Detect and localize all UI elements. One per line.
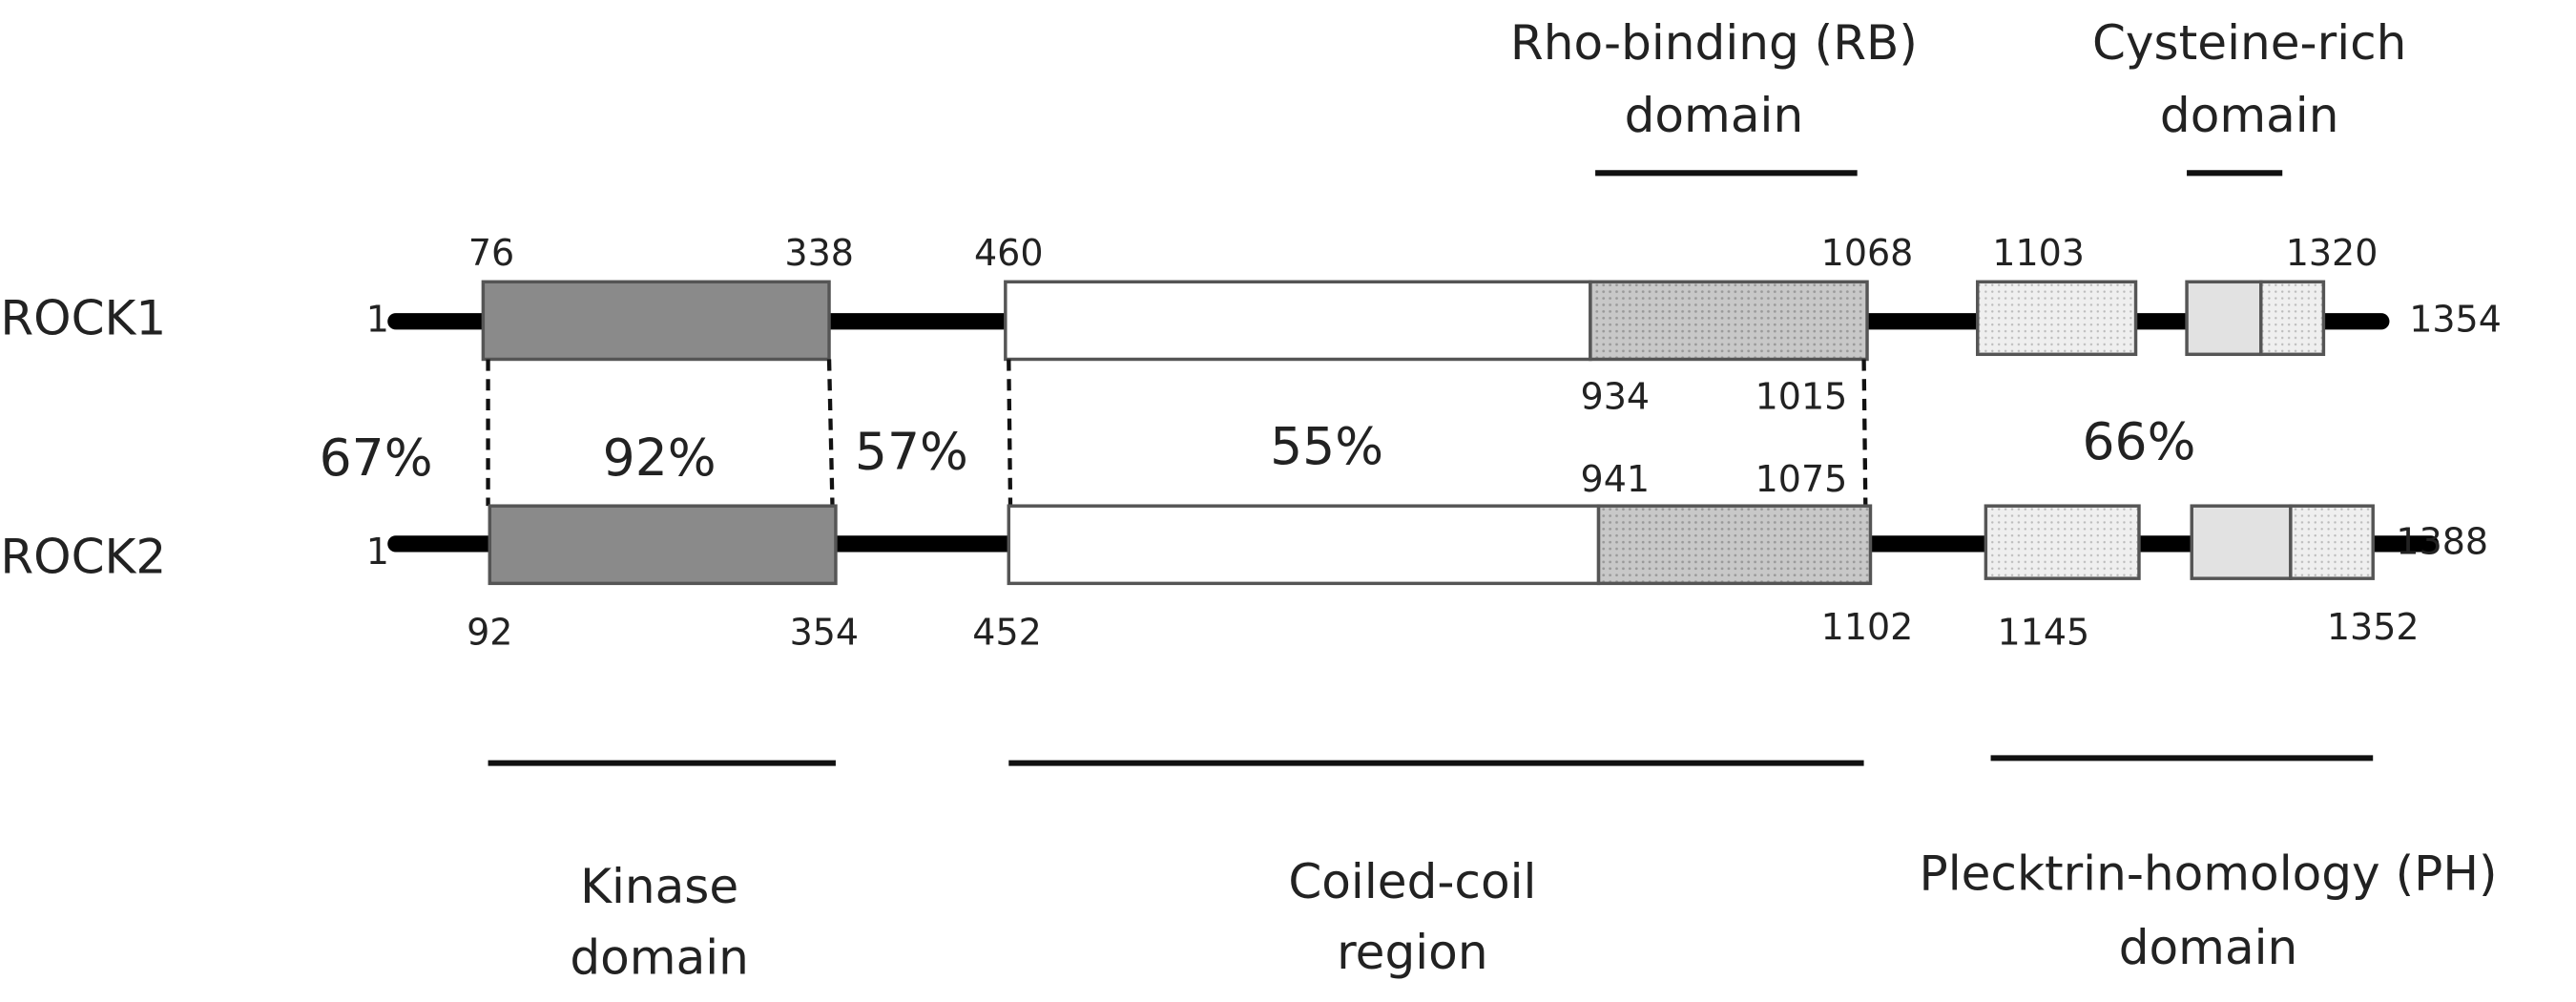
ph-box: [2289, 504, 2375, 580]
cys-box: [2190, 504, 2293, 580]
coil-box: [1007, 504, 1601, 586]
position: 92: [467, 611, 512, 653]
similarity: 92%: [603, 428, 717, 488]
bottom-labels: Kinase domain Coiled-coil region Plecktr…: [488, 755, 2498, 985]
position: 1075: [1755, 458, 1848, 500]
kinase-box: [481, 280, 831, 362]
rock2: ROCK2 1 1388 92 354 452 1102 1145 1352 9…: [0, 458, 2488, 654]
similarity: 67%: [320, 428, 433, 488]
label: region: [1337, 925, 1487, 980]
label: domain: [570, 929, 749, 985]
ph-box: [1976, 280, 2138, 357]
rb-box: [1596, 504, 1873, 586]
position: 934: [1581, 375, 1651, 417]
dashed-line: [1007, 359, 1013, 507]
label: domain: [1625, 88, 1804, 143]
protein-name: ROCK1: [0, 290, 166, 345]
position: 1015: [1755, 375, 1848, 417]
protein-name: ROCK2: [0, 530, 166, 585]
position: 1320: [2286, 232, 2379, 274]
position: 1352: [2327, 606, 2420, 648]
coil-box: [1004, 280, 1592, 362]
ph-box: [1984, 504, 2141, 580]
label: Kinase: [580, 859, 738, 914]
similarity: 66%: [2083, 411, 2196, 471]
position: 452: [972, 611, 1042, 653]
dashed-line: [1861, 359, 1868, 507]
position: 1388: [2396, 520, 2488, 562]
label: Plecktrin-homology (PH): [1919, 845, 2497, 901]
label: domain: [2160, 88, 2339, 143]
similarity: 57%: [855, 421, 968, 481]
position: 1: [366, 531, 389, 573]
ph-box: [2259, 280, 2326, 357]
connectors: 67% 92% 57% 55% 66%: [320, 359, 2196, 507]
position: 460: [974, 232, 1044, 274]
rb-box: [1589, 280, 1869, 362]
position: 941: [1581, 458, 1651, 500]
label: Rho-binding (RB): [1510, 15, 1918, 71]
top-labels: Rho-binding (RB) domain Cysteine-rich do…: [1510, 15, 2406, 177]
position: 1354: [2409, 298, 2502, 340]
position: 354: [790, 611, 860, 653]
dashed-line: [826, 359, 835, 507]
rock1: ROCK1 1 1354 76 338 460 1068 1103 1320 9…: [0, 232, 2502, 417]
position: 1145: [1997, 611, 2089, 653]
label: domain: [2119, 920, 2298, 975]
position: 338: [784, 232, 854, 274]
kinase-box: [488, 504, 838, 586]
position: 76: [468, 232, 514, 274]
position: 1: [366, 298, 389, 340]
position: 1068: [1821, 232, 1914, 274]
label: Coiled-coil: [1288, 854, 1536, 909]
position: 1103: [1992, 232, 2085, 274]
cys-box: [2185, 280, 2263, 357]
position: 1102: [1821, 606, 1914, 648]
label: Cysteine-rich: [2092, 15, 2406, 71]
similarity: 55%: [1270, 416, 1383, 476]
